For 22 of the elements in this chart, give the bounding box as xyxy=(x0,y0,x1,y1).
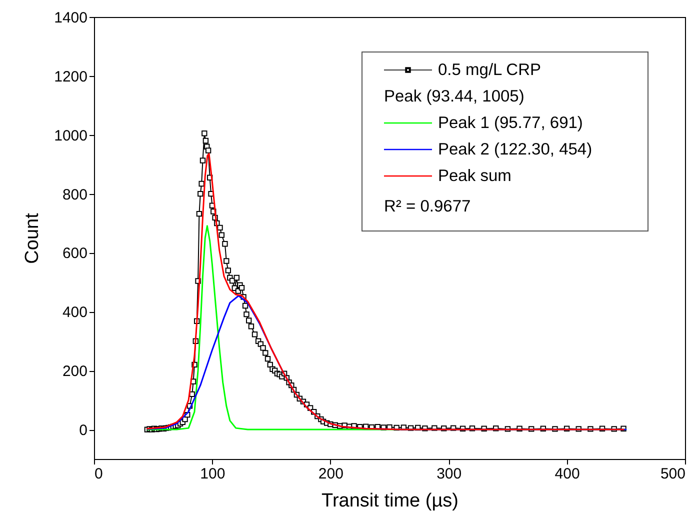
annotation: R² = 0.9677 xyxy=(384,198,471,216)
x-tick-label: 0 xyxy=(94,466,103,482)
y-tick-label: 600 xyxy=(62,245,88,262)
legend-label: 0.5 mg/L CRP xyxy=(438,61,542,79)
x-tick-label: 100 xyxy=(200,466,226,482)
annotation: Peak (93.44, 1005) xyxy=(384,88,524,106)
y-tick-label: 1200 xyxy=(54,68,88,86)
y-tick-label: 1400 xyxy=(54,10,88,26)
legend-label: Peak sum xyxy=(438,167,512,185)
x-tick-label: 300 xyxy=(436,466,462,482)
y-tick-label: 1000 xyxy=(54,127,88,144)
x-tick-label: 500 xyxy=(660,466,686,482)
y-tick-label: 800 xyxy=(62,186,88,204)
legend-label: Peak 2 (122.30, 454) xyxy=(438,140,592,158)
legend-label: Peak 1 (95.77, 691) xyxy=(438,114,583,132)
x-tick-label: 400 xyxy=(554,466,580,482)
y-tick-label: 200 xyxy=(62,363,88,380)
x-tick-label: 200 xyxy=(318,466,344,482)
y-axis-title: Count xyxy=(22,212,44,264)
x-axis-title: Transit time (µs) xyxy=(322,490,458,512)
y-tick-label: 0 xyxy=(79,422,88,440)
y-tick-label: 400 xyxy=(62,304,88,322)
